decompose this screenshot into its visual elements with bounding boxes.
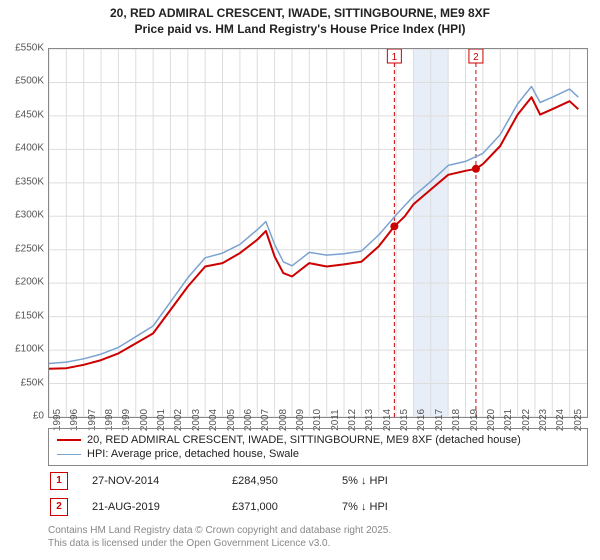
plot-area: 12 — [48, 48, 588, 418]
plot-svg: 12 — [49, 49, 587, 417]
legend-swatch — [57, 454, 81, 455]
y-tick-label: £350K — [0, 176, 44, 187]
legend-label: HPI: Average price, detached house, Swal… — [87, 448, 299, 460]
y-tick-label: £50K — [0, 377, 44, 388]
y-tick-label: £150K — [0, 310, 44, 321]
title-line-2: Price paid vs. HM Land Registry's House … — [0, 22, 600, 38]
legend-label: 20, RED ADMIRAL CRESCENT, IWADE, SITTING… — [87, 434, 521, 446]
legend: 20, RED ADMIRAL CRESCENT, IWADE, SITTING… — [48, 428, 588, 466]
y-tick-label: £450K — [0, 109, 44, 120]
event-price: £284,950 — [232, 475, 342, 487]
legend-item: 20, RED ADMIRAL CRESCENT, IWADE, SITTING… — [57, 433, 579, 447]
sale-events-table: 1 27-NOV-2014 £284,950 5% ↓ HPI 2 21-AUG… — [48, 468, 588, 520]
y-tick-label: £200K — [0, 277, 44, 288]
svg-text:2: 2 — [473, 52, 479, 63]
svg-text:1: 1 — [392, 52, 398, 63]
event-diff: 5% ↓ HPI — [342, 475, 452, 487]
event-date: 21-AUG-2019 — [92, 501, 232, 513]
footnote-line-2: This data is licensed under the Open Gov… — [48, 537, 391, 550]
y-tick-label: £0 — [0, 411, 44, 422]
event-number-box: 2 — [50, 498, 68, 516]
event-date: 27-NOV-2014 — [92, 475, 232, 487]
legend-item: HPI: Average price, detached house, Swal… — [57, 447, 579, 461]
y-tick-label: £550K — [0, 43, 44, 54]
table-row: 1 27-NOV-2014 £284,950 5% ↓ HPI — [48, 468, 588, 494]
event-price: £371,000 — [232, 501, 342, 513]
chart-container: 20, RED ADMIRAL CRESCENT, IWADE, SITTING… — [0, 0, 600, 560]
y-tick-label: £500K — [0, 76, 44, 87]
y-tick-label: £400K — [0, 143, 44, 154]
y-tick-label: £100K — [0, 344, 44, 355]
chart-title: 20, RED ADMIRAL CRESCENT, IWADE, SITTING… — [0, 0, 600, 37]
event-number-box: 1 — [50, 472, 68, 490]
table-row: 2 21-AUG-2019 £371,000 7% ↓ HPI — [48, 494, 588, 520]
title-line-1: 20, RED ADMIRAL CRESCENT, IWADE, SITTING… — [0, 6, 600, 22]
event-diff: 7% ↓ HPI — [342, 501, 452, 513]
footnote-line-1: Contains HM Land Registry data © Crown c… — [48, 524, 391, 537]
footnote: Contains HM Land Registry data © Crown c… — [48, 524, 391, 550]
y-tick-label: £300K — [0, 210, 44, 221]
y-tick-label: £250K — [0, 243, 44, 254]
legend-swatch — [57, 439, 81, 441]
